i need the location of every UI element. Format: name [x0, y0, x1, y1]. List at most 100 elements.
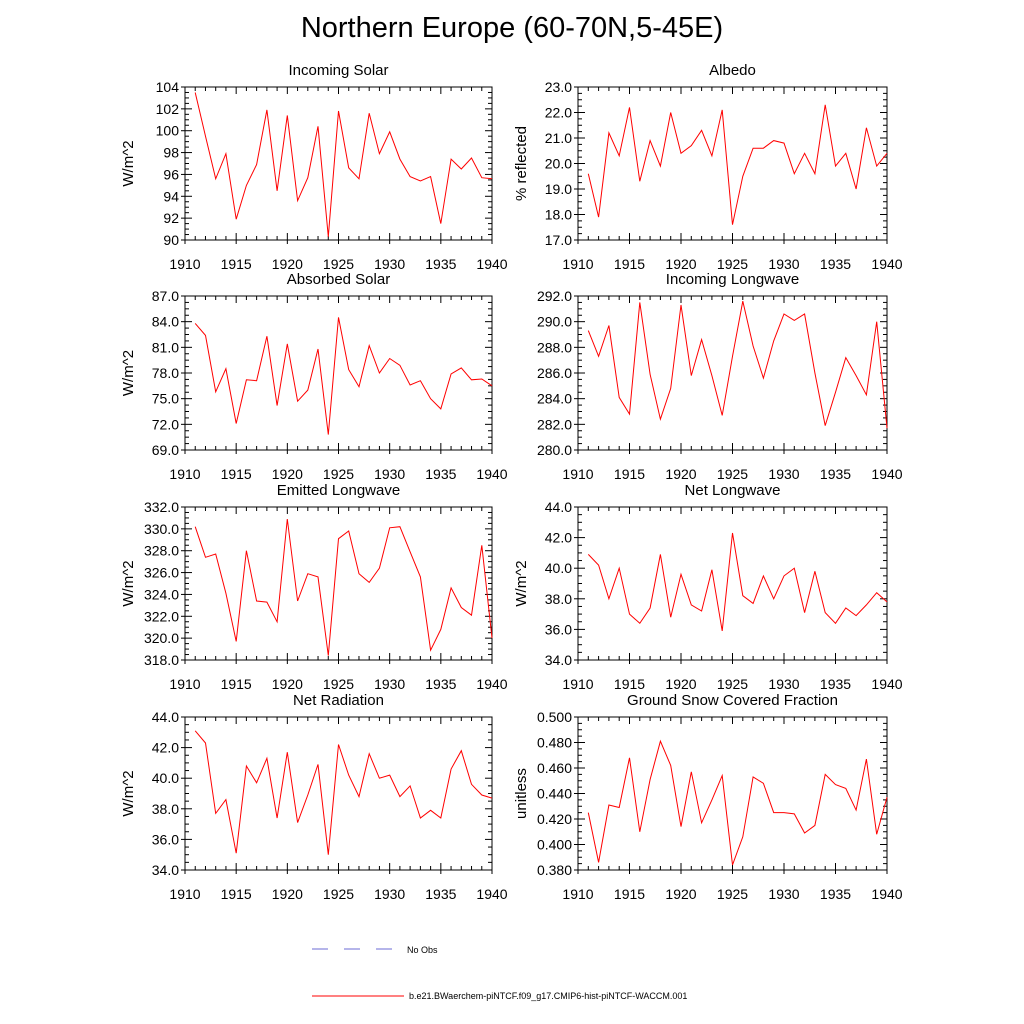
x-tick-label: 1935 — [820, 466, 851, 482]
y-tick-label: 19.0 — [545, 181, 572, 197]
y-axis-label: W/m^2 — [120, 770, 137, 816]
x-tick-label: 1925 — [323, 256, 354, 272]
x-tick-label: 1935 — [425, 466, 456, 482]
x-tick-label: 1925 — [717, 256, 748, 272]
x-tick-label: 1915 — [221, 466, 252, 482]
x-tick-label: 1935 — [425, 256, 456, 272]
x-tick-label: 1930 — [768, 466, 799, 482]
x-tick-label: 1920 — [665, 256, 696, 272]
x-tick-label: 1910 — [562, 676, 593, 692]
x-tick-label: 1920 — [272, 676, 303, 692]
series-line-1 — [587, 104, 888, 225]
x-tick-label: 1940 — [871, 676, 902, 692]
x-tick-label: 1925 — [323, 676, 354, 692]
y-tick-label: 75.0 — [152, 391, 179, 407]
series-line-1 — [194, 730, 493, 855]
x-tick-label: 1930 — [768, 886, 799, 902]
x-tick-label: 1935 — [425, 886, 456, 902]
y-tick-label: 0.380 — [537, 862, 572, 878]
chart-panel-6: 34.0 36.0 38.0 40.0 42.0 44.0 1910 1915 1920 1925… — [513, 482, 903, 692]
chart-panel-4: 280.0 282.0 284.0 286.0 288.0 290.0 292.0 1910 1… — [537, 271, 903, 482]
y-tick-label: 94 — [163, 188, 179, 204]
panel-title: Ground Snow Covered Fraction — [627, 692, 838, 709]
x-tick-label: 1920 — [665, 886, 696, 902]
y-tick-label: 21.0 — [545, 130, 572, 146]
x-tick-label: 1910 — [562, 256, 593, 272]
x-tick-label: 1940 — [476, 256, 507, 272]
x-tick-label: 1940 — [871, 256, 902, 272]
x-tick-label: 1910 — [169, 676, 200, 692]
series-line-1 — [194, 92, 493, 237]
y-tick-label: 72.0 — [152, 416, 179, 432]
x-tick-label: 1935 — [820, 256, 851, 272]
y-tick-label: 0.440 — [537, 786, 572, 802]
y-tick-label: 34.0 — [152, 862, 179, 878]
x-tick-label: 1910 — [169, 886, 200, 902]
series-line-1 — [587, 739, 888, 866]
y-tick-label: 38.0 — [545, 591, 572, 607]
y-axis-label: W/m^2 — [120, 350, 137, 396]
y-tick-label: 292.0 — [537, 288, 572, 304]
y-tick-label: 100 — [156, 123, 180, 139]
y-tick-label: 326.0 — [144, 565, 179, 581]
panel-title: Absorbed Solar — [287, 271, 390, 288]
figure-title: Northern Europe (60-70N,5-45E) — [300, 12, 724, 44]
x-tick-label: 1920 — [665, 466, 696, 482]
x-tick-label: 1915 — [221, 256, 252, 272]
y-tick-label: 288.0 — [537, 339, 572, 355]
y-tick-label: 69.0 — [152, 442, 179, 458]
y-axis-label: W/m^2 — [120, 560, 137, 606]
x-tick-label: 1925 — [323, 886, 354, 902]
y-tick-label: 42.0 — [152, 740, 179, 756]
y-tick-label: 104 — [156, 79, 180, 95]
chart-panel-7: 34.0 36.0 38.0 40.0 42.0 44.0 1910 1915 1920 1925… — [120, 692, 508, 902]
x-tick-label: 1920 — [272, 256, 303, 272]
y-tick-label: 84.0 — [152, 314, 179, 330]
x-tick-label: 1910 — [169, 256, 200, 272]
x-tick-label: 1925 — [717, 676, 748, 692]
series-line-1 — [194, 317, 493, 435]
panel-title: Net Radiation — [293, 692, 384, 709]
plot-frame — [577, 716, 888, 871]
x-tick-label: 1930 — [768, 256, 799, 272]
y-tick-label: 36.0 — [152, 831, 179, 847]
x-tick-label: 1930 — [374, 886, 405, 902]
y-tick-label: 44.0 — [545, 499, 572, 515]
y-tick-label: 102 — [156, 101, 180, 117]
y-tick-label: 0.400 — [537, 837, 572, 853]
y-tick-label: 0.460 — [537, 760, 572, 776]
y-tick-label: 96 — [163, 166, 179, 182]
y-tick-label: 0.420 — [537, 811, 572, 827]
panel-title: Emitted Longwave — [277, 482, 400, 499]
x-tick-label: 1915 — [614, 676, 645, 692]
x-tick-label: 1915 — [614, 886, 645, 902]
y-tick-label: 322.0 — [144, 608, 179, 624]
legend-label-no-obs: No Obs — [407, 945, 438, 955]
y-tick-label: 286.0 — [537, 365, 572, 381]
panel-title: Net Longwave — [685, 482, 781, 499]
chart-panel-2: 17.0 18.0 19.0 20.0 21.0 22.0 23.0 1910 1915 1920… — [513, 62, 903, 272]
x-tick-label: 1935 — [820, 886, 851, 902]
x-tick-label: 1940 — [476, 466, 507, 482]
y-tick-label: 17.0 — [545, 232, 572, 248]
x-tick-label: 1915 — [614, 466, 645, 482]
x-tick-label: 1920 — [665, 676, 696, 692]
y-tick-label: 40.0 — [152, 770, 179, 786]
x-tick-label: 1940 — [476, 676, 507, 692]
y-tick-label: 18.0 — [545, 207, 572, 223]
plot-frame — [577, 86, 888, 241]
y-tick-label: 36.0 — [545, 621, 572, 637]
y-tick-label: 20.0 — [545, 156, 572, 172]
x-tick-label: 1925 — [717, 886, 748, 902]
x-tick-label: 1925 — [717, 466, 748, 482]
y-tick-label: 81.0 — [152, 339, 179, 355]
x-tick-label: 1935 — [820, 676, 851, 692]
plot-frame — [184, 86, 493, 241]
x-tick-label: 1915 — [614, 256, 645, 272]
y-tick-label: 0.480 — [537, 735, 572, 751]
y-tick-label: 34.0 — [545, 652, 572, 668]
x-tick-label: 1930 — [374, 676, 405, 692]
y-axis-label: W/m^2 — [513, 560, 530, 606]
